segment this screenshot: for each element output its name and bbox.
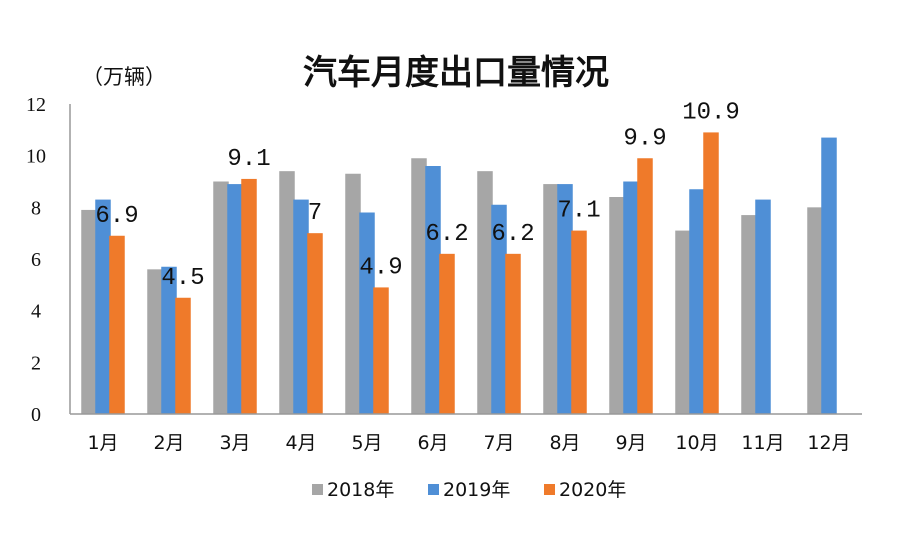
bar-2020年-7月: [505, 253, 521, 414]
bar-2020年-10月: [703, 132, 719, 414]
bar-2019年-3月: [227, 184, 243, 414]
x-tick-label: 4月: [285, 432, 316, 454]
bar-2018年-3月: [213, 181, 229, 414]
legend-swatch: [312, 484, 323, 495]
bar-2018年-4月: [279, 171, 295, 414]
x-tick-label: 10月: [675, 432, 718, 454]
x-tick-label: 3月: [219, 432, 250, 454]
bar-2019年-2月: [161, 266, 177, 414]
x-axis-ticks: 1月 2月 3月 4月 5月 6月 7月 8月 9月 10月 11月 12月: [87, 432, 850, 454]
x-tick-label: 12月: [807, 432, 850, 454]
data-label: 6.2: [425, 221, 468, 248]
chart-title: 汽车月度出口量情况: [303, 53, 609, 93]
bar-2019年-9月: [623, 181, 639, 414]
bar-2018年-9月: [609, 197, 625, 414]
bar-2018年-5月: [345, 173, 361, 414]
y-tick-label: 8: [31, 197, 41, 219]
legend: 2018年 2019年 2020年: [312, 479, 626, 501]
bar-2020年-8月: [571, 230, 587, 414]
x-tick-label: 2月: [153, 432, 184, 454]
bar-2019年-4月: [293, 199, 309, 414]
bar-2019年-6月: [425, 166, 441, 414]
data-label: 9.9: [623, 125, 666, 152]
y-tick-label: 6: [31, 249, 41, 271]
x-tick-label: 11月: [741, 432, 784, 454]
bar-2018年-7月: [477, 171, 493, 414]
data-label: 7: [308, 200, 322, 227]
bars-group: [81, 132, 837, 415]
data-label: 10.9: [682, 99, 740, 126]
bar-2020年-6月: [439, 253, 455, 414]
bar-2019年-1月: [95, 199, 111, 414]
unit-label: （万辆）: [82, 65, 166, 89]
bar-2019年-7月: [491, 204, 507, 414]
bar-2018年-11月: [741, 215, 757, 414]
data-label: 7.1: [557, 198, 600, 225]
bar-2020年-2月: [175, 297, 191, 414]
data-label: 6.9: [95, 203, 138, 230]
x-tick-label: 9月: [615, 432, 646, 454]
x-tick-label: 7月: [483, 432, 514, 454]
bar-2019年-10月: [689, 189, 705, 414]
bar-2019年-11月: [755, 199, 771, 414]
legend-label: 2019年: [443, 479, 510, 501]
bar-2018年-8月: [543, 184, 559, 414]
bar-2018年-1月: [81, 209, 97, 414]
bar-2020年-9月: [637, 158, 653, 414]
x-tick-label: 6月: [417, 432, 448, 454]
legend-label: 2018年: [327, 479, 394, 501]
y-tick-label: 10: [26, 146, 46, 168]
bar-2019年-12月: [821, 137, 837, 415]
bar-2019年-8月: [557, 184, 573, 414]
bar-2019年-5月: [359, 212, 375, 414]
legend-label: 2020年: [559, 479, 626, 501]
y-tick-label: 0: [31, 404, 41, 426]
x-tick-label: 1月: [87, 432, 118, 454]
legend-swatch: [544, 484, 555, 495]
data-label: 6.2: [491, 221, 534, 248]
legend-swatch: [428, 484, 439, 495]
bar-2018年-2月: [147, 269, 163, 414]
bar-2020年-5月: [373, 287, 389, 414]
bar-2018年-6月: [411, 158, 427, 414]
data-label: 4.5: [161, 265, 204, 292]
y-tick-label: 12: [26, 94, 46, 116]
x-tick-label: 8月: [549, 432, 580, 454]
y-tick-label: 4: [31, 301, 41, 323]
bar-2018年-10月: [675, 230, 691, 414]
y-tick-label: 2: [31, 352, 41, 374]
data-labels-group: 6.9 4.5 9.1 7 4.9 6.2 6.2 7.1 9.9 10.9: [95, 99, 739, 291]
x-tick-label: 5月: [351, 432, 382, 454]
bar-2020年-1月: [109, 235, 125, 414]
data-label: 9.1: [227, 146, 270, 173]
data-label: 4.9: [359, 254, 402, 281]
bar-2020年-4月: [307, 233, 323, 414]
bar-2018年-12月: [807, 207, 823, 414]
y-axis-ticks: 0 2 4 6 8 10 12: [26, 94, 46, 426]
bar-2020年-3月: [241, 178, 257, 414]
